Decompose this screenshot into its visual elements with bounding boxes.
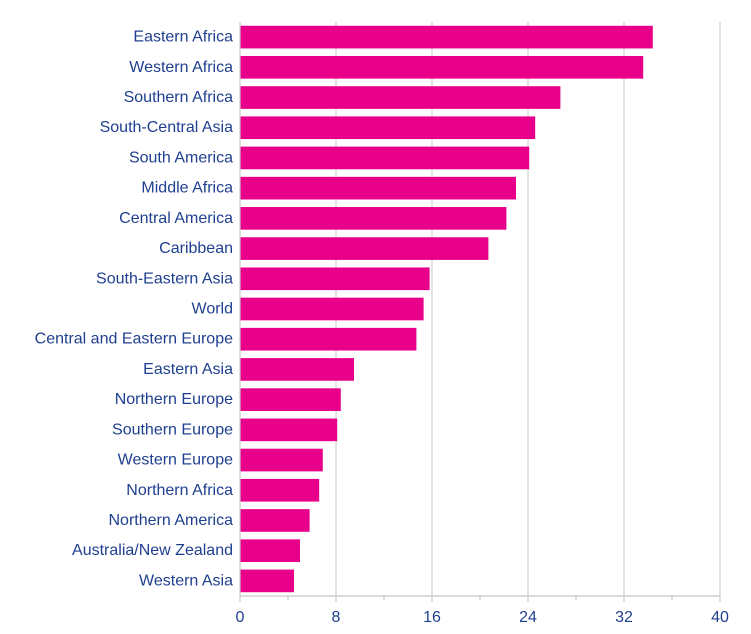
- bar: [240, 237, 489, 260]
- category-label: Western Africa: [129, 59, 233, 76]
- category-label: Caribbean: [159, 240, 233, 257]
- category-label: Southern Europe: [112, 421, 233, 438]
- category-label: Northern Europe: [115, 391, 233, 408]
- x-tick-label: 32: [615, 609, 633, 626]
- category-label: South-Eastern Asia: [96, 270, 233, 287]
- category-label: Eastern Asia: [143, 361, 233, 378]
- bar: [240, 448, 323, 472]
- category-label: World: [192, 301, 234, 318]
- category-label: Eastern Africa: [133, 29, 233, 46]
- category-label: Northern America: [109, 512, 234, 529]
- category-label: South-Central Asia: [100, 119, 234, 136]
- category-label: Central and Eastern Europe: [35, 331, 233, 348]
- category-label: Central America: [119, 210, 233, 227]
- bar: [240, 267, 430, 291]
- category-label: Middle Africa: [141, 180, 233, 197]
- bar: [240, 55, 644, 79]
- x-tick-label: 0: [236, 609, 245, 626]
- category-label: South America: [129, 149, 233, 166]
- x-tick-label: 24: [519, 609, 537, 626]
- bars: [240, 25, 653, 593]
- bar: [240, 388, 341, 411]
- bar: [240, 146, 530, 170]
- bar: [240, 569, 294, 593]
- bar: [240, 116, 536, 140]
- bar: [240, 418, 338, 442]
- x-axis-tick-labels: 0 8 16 24 32 40: [236, 609, 729, 626]
- bar: [240, 297, 424, 321]
- bar: [240, 327, 417, 351]
- bar: [240, 539, 300, 563]
- x-tick-label: 40: [711, 609, 729, 626]
- x-tick-label: 8: [332, 609, 341, 626]
- category-label: Australia/New Zealand: [72, 542, 233, 559]
- bar: [240, 176, 516, 200]
- category-label: Western Asia: [139, 572, 233, 589]
- category-label: Southern Africa: [124, 89, 234, 106]
- category-labels: Eastern Africa Western Africa Southern Afr…: [35, 29, 233, 590]
- bar: [240, 478, 320, 502]
- x-tick-label: 16: [423, 609, 441, 626]
- bar: [240, 25, 653, 49]
- category-label: Northern Africa: [126, 482, 233, 499]
- bar: [240, 207, 507, 230]
- category-label: Western Europe: [118, 452, 233, 469]
- bar: [240, 509, 310, 532]
- bar: [240, 86, 561, 109]
- bar: [240, 358, 354, 381]
